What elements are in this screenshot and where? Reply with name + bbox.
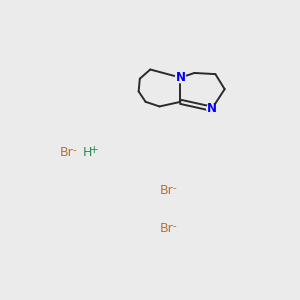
Circle shape [176,73,186,83]
Circle shape [207,104,217,114]
Text: Br: Br [60,146,73,159]
Text: Br: Br [160,222,173,236]
Text: +: + [90,145,98,155]
Text: -: - [172,184,176,194]
Text: N: N [176,71,185,84]
Text: -: - [172,222,176,232]
Text: N: N [207,102,217,115]
Text: -: - [72,145,76,155]
Text: H: H [83,146,92,159]
Text: Br: Br [160,184,173,197]
